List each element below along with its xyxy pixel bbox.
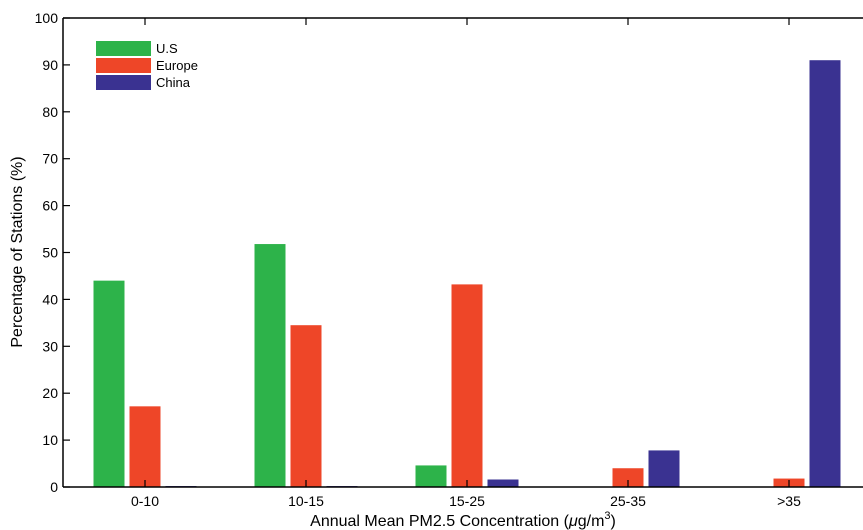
y-axis-title: Percentage of Stations (%) [9, 156, 26, 347]
bar-europe-1 [290, 325, 322, 487]
bar-us-0 [93, 280, 125, 487]
bar-china-2 [487, 479, 519, 487]
x-axis-title-sup: 3 [604, 510, 610, 522]
bar-europe-2 [451, 284, 483, 487]
bar-europe-3 [612, 468, 644, 487]
legend-swatch-china [96, 75, 151, 90]
y-tick-label: 40 [42, 291, 58, 307]
y-tick-label: 80 [42, 104, 58, 120]
bar-us-2 [415, 465, 447, 487]
bars-layer [93, 60, 841, 488]
y-tick-label: 90 [42, 57, 58, 73]
x-axis-title-mu: μ [568, 513, 578, 530]
y-tick-label: 30 [42, 338, 58, 354]
bar-china-3 [648, 450, 680, 487]
x-tick-label: >35 [777, 493, 801, 509]
y-tick-label: 60 [42, 198, 58, 214]
y-ticks: 0 10 20 30 40 50 60 70 80 90 100 [35, 10, 70, 495]
legend-label: China [156, 75, 191, 90]
legend-swatch-europe [96, 58, 151, 73]
x-axis-title-unit: g/m [578, 513, 605, 530]
x-ticks: 0-10 10-15 15-25 25-35 >35 [131, 18, 801, 509]
x-tick-label: 10-15 [288, 493, 324, 509]
y-tick-label: 70 [42, 151, 58, 167]
legend-swatch-us [96, 41, 151, 56]
x-tick-label: 25-35 [610, 493, 646, 509]
y-tick-label: 0 [50, 479, 58, 495]
legend: U.S Europe China [96, 41, 198, 90]
y-tick-label: 100 [35, 10, 59, 26]
x-tick-label: 0-10 [131, 493, 159, 509]
x-tick-label: 15-25 [449, 493, 485, 509]
bar-europe-0 [129, 406, 161, 487]
y-tick-label: 50 [42, 245, 58, 261]
bar-us-1 [254, 244, 286, 487]
y-tick-label: 10 [42, 432, 58, 448]
y-tick-label: 20 [42, 385, 58, 401]
x-axis-title-close: ) [611, 513, 616, 530]
legend-label: U.S [156, 41, 178, 56]
x-axis-title: Annual Mean PM2.5 Concentration (μg/m3) [310, 510, 616, 530]
bar-china-4 [809, 60, 841, 488]
legend-label: Europe [156, 58, 198, 73]
x-axis-title-main: Annual Mean PM2.5 Concentration ( [310, 513, 569, 530]
